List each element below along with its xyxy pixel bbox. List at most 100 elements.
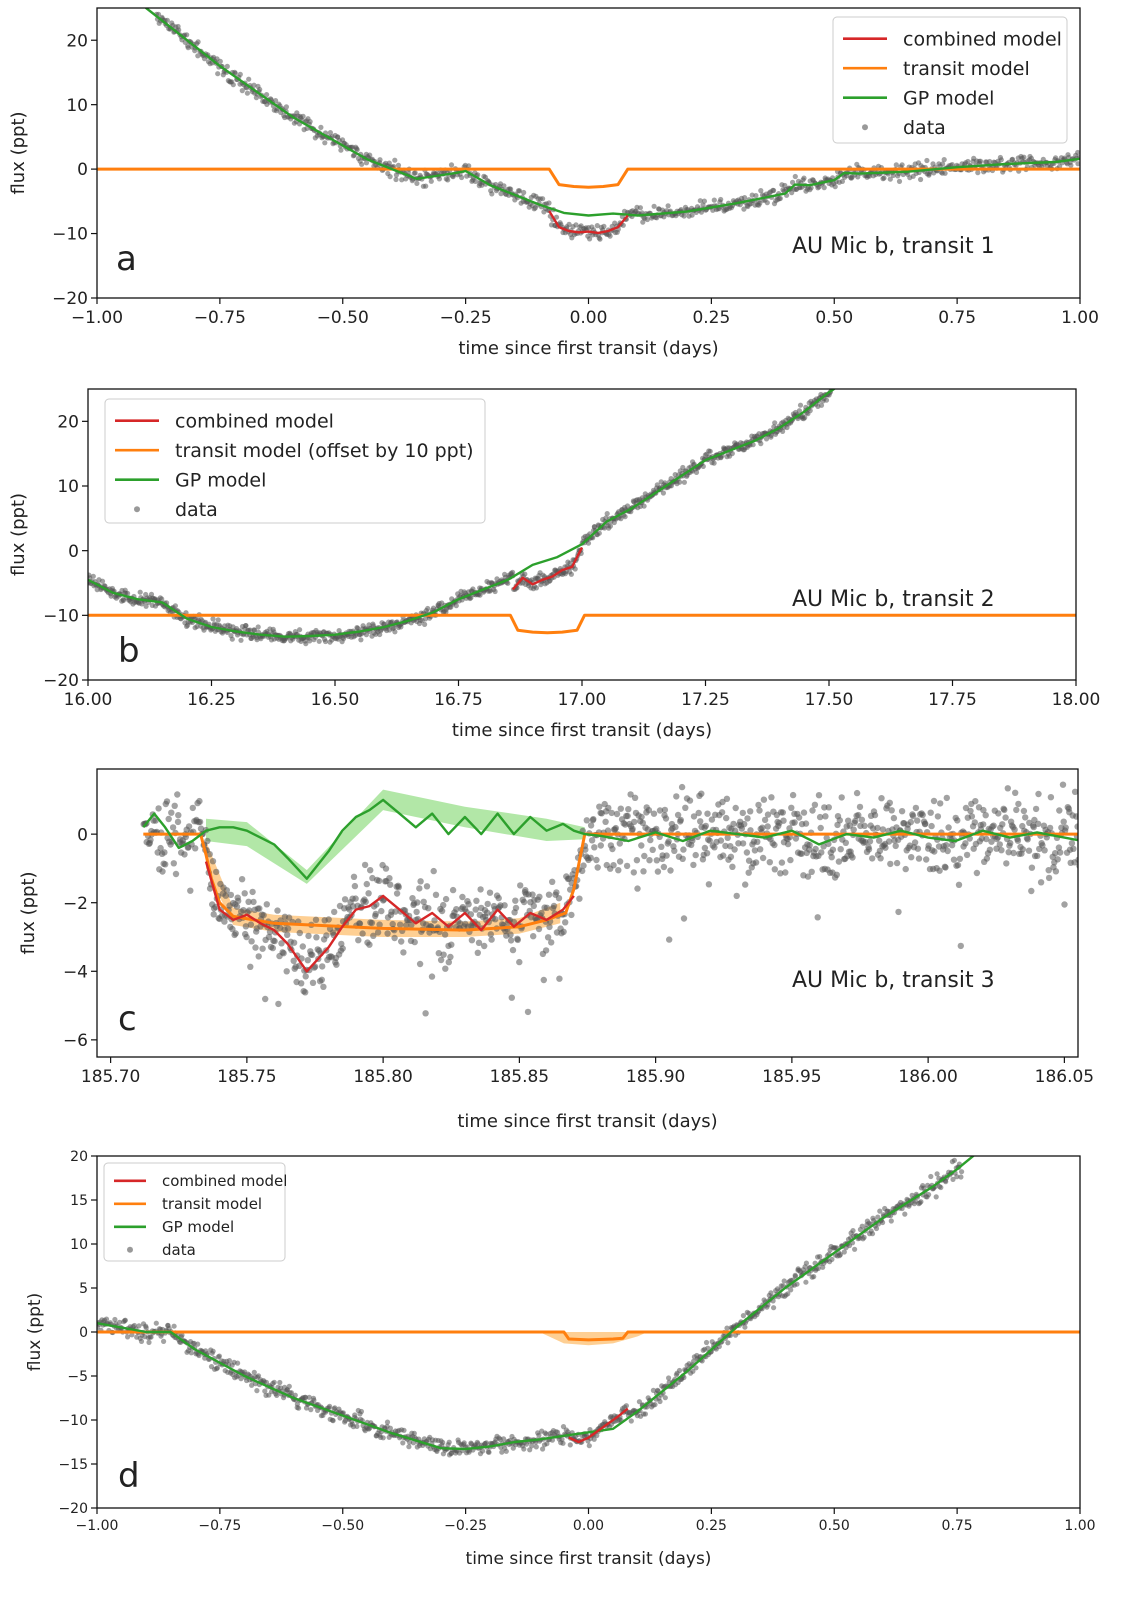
data-point [1087,800,1093,806]
y-tick-label: −15 [58,1457,88,1473]
data-point [358,637,364,643]
data-point [288,1390,294,1396]
data-point [147,836,154,844]
data-point [902,1211,908,1217]
data-point [887,176,893,182]
data-point [461,1440,467,1446]
data-point [597,842,604,849]
data-point [879,826,887,833]
data-point [283,968,290,975]
data-point [1011,826,1018,833]
data-point [907,818,914,826]
data-point [852,817,859,825]
legend-label: combined model [175,411,334,433]
data-point [249,1382,255,1388]
data-point [928,822,935,830]
y-axis-label: flux (ppt) [18,871,39,954]
data-point [943,1179,949,1185]
data-point [546,923,553,931]
data-point [963,851,971,859]
data-point [831,379,836,384]
data-point [259,945,266,952]
data-point [652,1402,658,1408]
data-point [172,870,180,878]
data-point [820,1264,826,1270]
data-point [808,868,815,875]
y-tick-label: −2 [63,894,88,914]
panel-d: −1.00 −0.75 −0.50 −0.25 0.00 0.25 0.50 0.75 1.00… [25,1149,1096,1569]
data-point [382,865,390,872]
data-point [689,212,695,218]
legend-data-marker [127,1246,133,1253]
data-point [1013,806,1020,814]
data-point [934,813,942,820]
data-point [229,925,236,933]
data-point [239,88,245,94]
data-point [622,514,628,520]
data-point [772,420,778,426]
x-tick-label: −0.50 [321,1518,364,1534]
data-point [565,875,573,882]
data-point [804,873,812,880]
data-point [187,887,194,894]
data-point [215,617,221,623]
data-point [861,1234,867,1240]
data-point [594,223,600,229]
data-point [305,932,312,940]
data-point [251,1369,257,1375]
data-point [440,1439,446,1446]
data-point [179,1332,185,1338]
data-point [196,818,204,826]
data-point [189,804,196,812]
legend-box [104,398,486,524]
data-point [955,881,963,888]
data-point [940,161,946,167]
data-point [1073,813,1078,820]
data-point [591,1436,597,1442]
data-point [965,158,971,165]
data-point [999,821,1006,828]
data-point [309,979,317,986]
data-point [706,837,713,844]
panel-annotation: AU Mic b, transit 2 [792,587,995,612]
data-point [1078,821,1084,827]
data-point [255,1373,262,1379]
data-point [194,623,200,630]
x-tick-label: 17.25 [681,690,730,710]
data-point [660,490,667,496]
data-point [401,1427,407,1433]
data-point [697,198,703,204]
data-point [400,1440,406,1446]
data-point [627,791,634,798]
data-point [1093,834,1099,840]
data-point [387,881,394,888]
data-point [507,931,514,938]
data-point [1056,807,1063,814]
data-point [640,868,647,875]
data-point [645,807,653,814]
legend-label: data [162,1241,196,1259]
data-point [247,963,254,970]
data-point [237,71,243,77]
data-point [572,566,578,572]
data-point [1092,835,1098,841]
data-point [416,960,424,968]
data-point [507,937,515,944]
data-point [704,810,711,817]
data-point [693,1365,699,1371]
data-point [327,1403,333,1409]
data-point [1075,161,1080,167]
data-point [468,937,476,944]
data-point [679,855,686,862]
data-point [931,848,938,855]
data-point [447,953,454,961]
data-point [644,216,651,223]
data-point [942,170,948,176]
panel-letter: a [116,239,137,279]
data-point [759,824,766,831]
y-tick-label: 10 [57,477,79,497]
panel-a: −1.00 −0.75 −0.50 −0.25 0.00 0.25 0.50 0.75 1.00… [8,7,1099,359]
data-point [914,817,921,824]
data-point [711,844,718,851]
x-tick-label: 185.95 [762,1067,821,1087]
